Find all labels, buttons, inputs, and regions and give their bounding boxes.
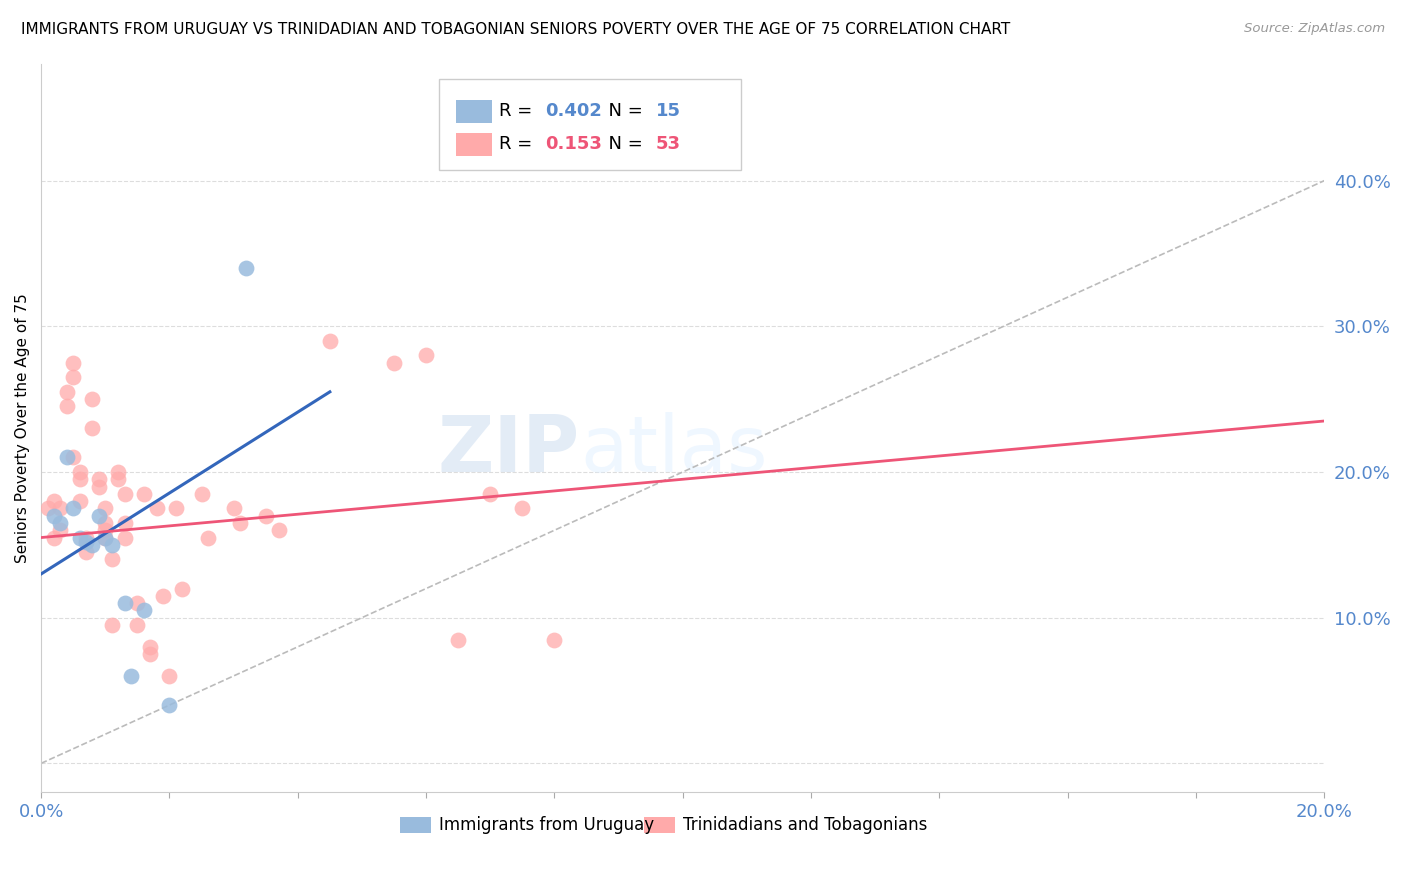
Point [49, 501, 72, 516]
Point [94, 531, 117, 545]
Point [415, 348, 437, 362]
Point [114, 531, 136, 545]
Text: Immigrants from Uruguay: Immigrants from Uruguay [439, 816, 654, 834]
Text: IMMIGRANTS FROM URUGUAY VS TRINIDADIAN AND TOBAGONIAN SENIORS POVERTY OVER THE A: IMMIGRANTS FROM URUGUAY VS TRINIDADIAN A… [21, 22, 1011, 37]
Point [190, 487, 212, 501]
Text: 53: 53 [655, 136, 681, 153]
Point [172, 582, 194, 596]
Point [82, 392, 104, 406]
Bar [456, 100, 492, 123]
Text: 0.402: 0.402 [546, 103, 602, 120]
Text: R =: R = [499, 103, 538, 120]
Point [69, 494, 91, 508]
Text: ZIP: ZIP [437, 412, 581, 488]
Point [127, 596, 149, 610]
Point [94, 531, 117, 545]
Point [139, 640, 162, 654]
Point [69, 465, 91, 479]
Text: atlas: atlas [581, 412, 768, 488]
Text: N =: N = [596, 103, 648, 120]
Point [267, 523, 290, 537]
Point [94, 516, 117, 530]
Point [75, 531, 97, 545]
Point [62, 356, 84, 370]
Point [87, 472, 110, 486]
Point [94, 523, 117, 537]
Point [62, 370, 84, 384]
Point [100, 618, 122, 632]
Point [82, 421, 104, 435]
FancyBboxPatch shape [439, 78, 741, 169]
Point [543, 632, 565, 647]
Point [512, 501, 534, 516]
Point [94, 501, 117, 516]
Text: N =: N = [596, 136, 648, 153]
Bar [644, 816, 675, 832]
Point [159, 698, 181, 712]
Point [127, 618, 149, 632]
Point [42, 508, 65, 523]
Point [42, 531, 65, 545]
Point [62, 450, 84, 465]
Point [82, 538, 104, 552]
Text: 0.153: 0.153 [546, 136, 602, 153]
Point [222, 501, 245, 516]
Point [87, 508, 110, 523]
Point [145, 501, 167, 516]
Point [319, 334, 342, 348]
Text: Source: ZipAtlas.com: Source: ZipAtlas.com [1244, 22, 1385, 36]
Point [139, 647, 162, 661]
Text: 15: 15 [655, 103, 681, 120]
Text: R =: R = [499, 136, 544, 153]
Point [75, 535, 97, 549]
Y-axis label: Seniors Poverty Over the Age of 75: Seniors Poverty Over the Age of 75 [15, 293, 30, 563]
Point [159, 669, 181, 683]
Point [55, 384, 77, 399]
Point [447, 632, 470, 647]
Point [107, 465, 129, 479]
Point [100, 552, 122, 566]
Point [55, 400, 77, 414]
Point [479, 487, 502, 501]
Point [69, 472, 91, 486]
Point [132, 487, 155, 501]
Point [120, 669, 142, 683]
Point [49, 516, 72, 530]
Bar [401, 816, 432, 832]
Point [87, 479, 110, 493]
Point [152, 589, 174, 603]
Point [62, 501, 84, 516]
Bar [456, 133, 492, 156]
Point [37, 501, 59, 516]
Point [100, 538, 122, 552]
Point [114, 487, 136, 501]
Point [229, 516, 252, 530]
Point [49, 523, 72, 537]
Point [55, 450, 77, 465]
Point [382, 356, 405, 370]
Point [254, 508, 277, 523]
Point [235, 260, 257, 275]
Text: Trinidadians and Tobagonians: Trinidadians and Tobagonians [683, 816, 927, 834]
Point [114, 516, 136, 530]
Point [165, 501, 187, 516]
Point [42, 494, 65, 508]
Point [107, 472, 129, 486]
Point [114, 596, 136, 610]
Point [197, 531, 219, 545]
Point [69, 531, 91, 545]
Point [132, 603, 155, 617]
Point [75, 545, 97, 559]
